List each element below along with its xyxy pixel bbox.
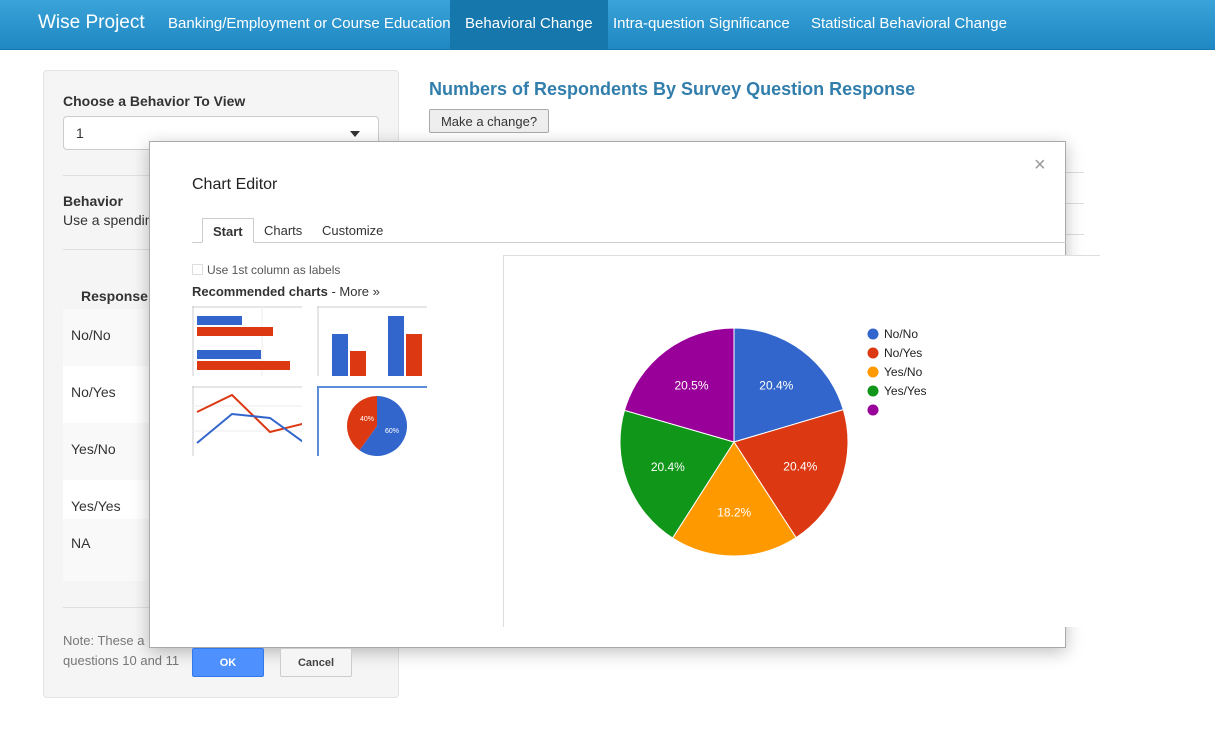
slice-label: 20.4%	[651, 460, 685, 474]
table-row: No/Yes	[71, 384, 116, 400]
make-change-button[interactable]: Make a change?	[429, 109, 549, 133]
ok-button[interactable]: OK	[192, 648, 264, 677]
legend-label: Yes/Yes	[884, 384, 927, 398]
line-chart-thumbnail[interactable]	[192, 386, 302, 456]
slice-label: 18.2%	[717, 506, 751, 520]
tab-customize[interactable]: Customize	[322, 223, 384, 238]
pie-slice[interactable]	[623, 327, 735, 443]
nav-banking-employment[interactable]: Banking/Employment or Course Education	[168, 15, 451, 32]
pie-chart: 20.4% 20.4% 18.2% 20.4% 20.5% No/No No/Yes Yes/…	[619, 327, 927, 557]
more-charts-link[interactable]: More »	[339, 284, 380, 299]
behavior-description: Use a spendin	[63, 212, 153, 228]
slice-label: 20.4%	[759, 378, 793, 392]
table-row: No/No	[71, 327, 111, 343]
slice-label: 20.5%	[675, 379, 709, 393]
nav-intra-question-significance[interactable]: Intra-question Significance	[613, 15, 790, 32]
thumb-pie-label: 40%	[360, 416, 374, 423]
pie-chart-thumbnail[interactable]: 40% 60%	[317, 386, 427, 456]
chart-preview-area: 20.4% 20.4% 18.2% 20.4% 20.5% No/No No/Yes Yes/…	[503, 255, 1100, 627]
column-chart-thumbnail[interactable]	[317, 306, 427, 376]
note-line: Note: These a	[63, 633, 145, 648]
recommended-charts-row: Recommended charts - More »	[192, 284, 380, 299]
thumb-pie-label: 60%	[385, 428, 399, 435]
divider	[1066, 172, 1084, 173]
top-navbar: Wise Project Banking/Employment or Cours…	[0, 0, 1215, 50]
table-row: NA	[71, 535, 91, 551]
legend-marker	[867, 385, 879, 397]
page-title: Numbers of Respondents By Survey Questio…	[429, 79, 916, 99]
legend-marker	[867, 328, 879, 340]
behavior-label: Behavior	[63, 193, 123, 209]
use-first-column-label: Use 1st column as labels	[207, 263, 341, 277]
pie-slice[interactable]	[619, 409, 735, 539]
dialog-title: Chart Editor	[192, 176, 278, 193]
choose-behavior-label: Choose a Behavior To View	[63, 93, 246, 109]
nav-statistical-behavioral-change[interactable]: Statistical Behavioral Change	[811, 15, 1007, 32]
legend-marker	[867, 404, 879, 416]
pie-slice[interactable]	[671, 441, 797, 557]
pie-slice[interactable]	[733, 327, 844, 443]
legend-label: Yes/No	[884, 365, 923, 379]
behavior-select-value: 1	[76, 125, 84, 141]
chart-editor-dialog: Chart Editor × Start Charts Customize Us…	[149, 141, 1100, 648]
nav-behavioral-change[interactable]: Behavioral Change	[450, 0, 608, 50]
legend-label: No/Yes	[884, 346, 922, 360]
legend-marker	[867, 347, 879, 359]
divider	[1066, 234, 1084, 235]
table-row: Yes/No	[71, 441, 116, 457]
brand-link[interactable]: Wise Project	[38, 12, 145, 33]
use-first-column-checkbox[interactable]	[192, 264, 203, 275]
legend-marker	[867, 366, 879, 378]
cancel-button[interactable]: Cancel	[280, 648, 352, 677]
divider	[1066, 203, 1084, 204]
bar-chart-thumbnail[interactable]	[192, 306, 302, 376]
table-header-response: Response	[81, 288, 148, 304]
tab-charts[interactable]: Charts	[264, 223, 303, 238]
note-line: questions 10 and 11	[63, 653, 180, 668]
slice-label: 20.4%	[783, 459, 817, 473]
note-text: Note: These a questions 10 and 11	[63, 631, 179, 671]
chevron-down-icon	[350, 131, 360, 137]
legend-label: No/No	[884, 327, 918, 341]
recommended-charts-label: Recommended charts	[192, 284, 328, 299]
pie-slice[interactable]	[733, 409, 849, 539]
tab-start[interactable]: Start	[202, 218, 254, 243]
use-first-column-option[interactable]: Use 1st column as labels	[192, 263, 340, 277]
tab-bar-line	[192, 242, 1066, 243]
table-row: Yes/Yes	[71, 498, 121, 514]
close-icon[interactable]: ×	[1034, 154, 1046, 176]
